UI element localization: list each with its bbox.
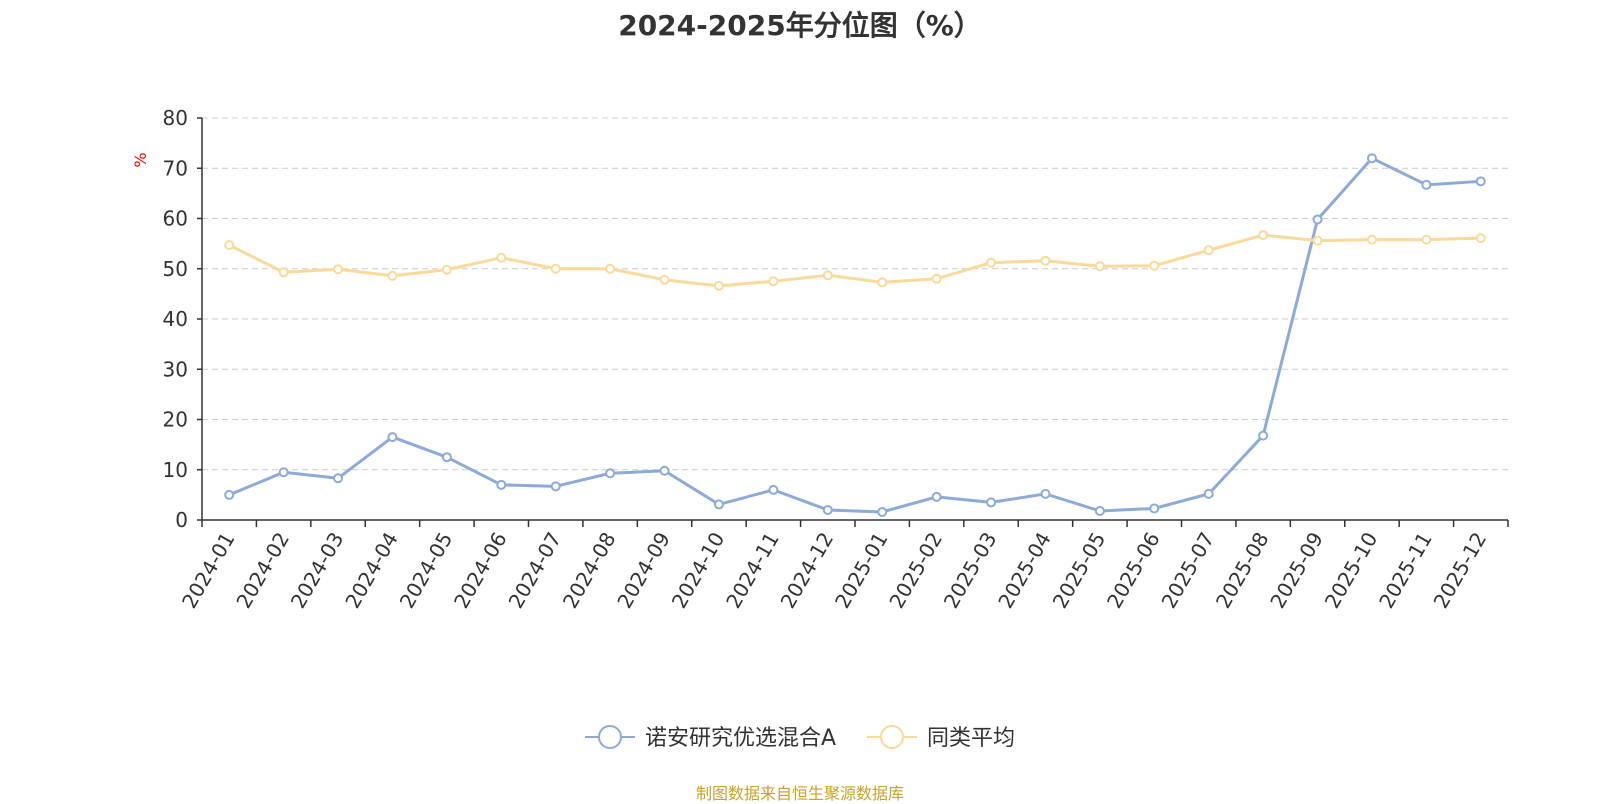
x-tick-label: 2024-05 — [395, 528, 458, 612]
y-tick-label: 30 — [163, 357, 188, 381]
y-axis-label: % — [131, 152, 150, 167]
data-point — [1149, 260, 1160, 271]
data-point — [1366, 153, 1377, 164]
data-point — [822, 270, 833, 281]
chart-title: 2024-2025年分位图（%） — [618, 9, 982, 42]
legend: 诺安研究优选混合A 同类平均 — [585, 725, 1015, 751]
data-point — [1094, 505, 1105, 516]
axes: 01020304050607080%2024-012024-022024-032… — [131, 106, 1509, 612]
x-tick-label: 2024-01 — [177, 528, 240, 612]
data-point — [1475, 176, 1486, 187]
data-point — [1258, 430, 1269, 441]
data-point — [496, 479, 507, 490]
data-point — [931, 273, 942, 284]
x-tick-label: 2024-09 — [612, 528, 675, 612]
series-line-1 — [228, 156, 1481, 514]
y-tick-label: 60 — [163, 207, 188, 231]
data-point — [224, 489, 235, 500]
x-tick-label: 2025-04 — [993, 528, 1056, 612]
data-point — [550, 481, 561, 492]
data-point — [278, 467, 289, 478]
data-point — [387, 270, 398, 281]
legend-item: 同类平均 — [867, 725, 1015, 751]
data-point — [877, 506, 888, 517]
legend-item: 诺安研究优选混合A — [585, 725, 836, 751]
y-tick-label: 0 — [175, 508, 188, 532]
data-point — [768, 484, 779, 495]
y-tick-label: 80 — [163, 106, 188, 130]
grid-lines — [202, 117, 1508, 471]
data-point — [550, 263, 561, 274]
data-point — [1258, 230, 1269, 241]
y-tick-label: 20 — [163, 408, 188, 432]
data-source-note: 制图数据来自恒生聚源数据库 — [695, 784, 904, 803]
data-point — [333, 264, 344, 275]
data-point — [441, 264, 452, 275]
data-point — [986, 497, 997, 508]
x-tick-label: 2024-11 — [721, 528, 784, 612]
data-point — [224, 240, 235, 251]
data-point — [877, 277, 888, 288]
legend-label: 同类平均 — [927, 726, 1015, 751]
data-point — [1040, 255, 1051, 266]
y-tick-label: 50 — [163, 257, 188, 281]
data-point — [605, 263, 616, 274]
x-tick-label: 2025-01 — [830, 528, 893, 612]
x-tick-label: 2024-07 — [504, 528, 567, 612]
x-tick-label: 2024-08 — [558, 528, 621, 612]
x-tick-label: 2024-04 — [340, 528, 403, 612]
data-point — [605, 468, 616, 479]
x-tick-label: 2024-03 — [286, 528, 349, 612]
data-point — [822, 504, 833, 515]
data-point — [1312, 235, 1323, 246]
data-point — [496, 252, 507, 263]
data-point — [278, 267, 289, 278]
x-tick-label: 2025-06 — [1102, 528, 1165, 612]
data-point — [659, 465, 670, 476]
legend-swatch-marker — [880, 725, 904, 749]
x-tick-label: 2025-05 — [1048, 528, 1111, 612]
x-tick-label: 2025-12 — [1429, 528, 1492, 612]
legend-swatch-marker — [598, 725, 622, 749]
x-tick-label: 2024-06 — [449, 528, 512, 612]
x-tick-label: 2025-10 — [1320, 528, 1383, 612]
data-point — [986, 257, 997, 268]
y-tick-label: 40 — [163, 307, 188, 331]
x-tick-label: 2025-07 — [1157, 528, 1220, 612]
x-tick-label: 2025-11 — [1374, 528, 1437, 612]
x-tick-label: 2025-08 — [1211, 528, 1274, 612]
data-point — [1312, 214, 1323, 225]
data-point — [713, 499, 724, 510]
data-point — [1040, 488, 1051, 499]
series-line-2 — [228, 233, 1481, 288]
x-tick-label: 2024-12 — [776, 528, 839, 612]
data-point — [659, 274, 670, 285]
x-tick-label: 2025-03 — [939, 528, 1002, 612]
data-point — [1421, 179, 1432, 190]
y-tick-label: 70 — [163, 156, 188, 180]
x-tick-label: 2025-09 — [1265, 528, 1328, 612]
data-point — [441, 452, 452, 463]
x-tick-label: 2024-10 — [667, 528, 730, 612]
data-point — [1421, 234, 1432, 245]
data-point — [1475, 233, 1486, 244]
data-point — [1094, 261, 1105, 272]
data-point — [1203, 488, 1214, 499]
data-point — [713, 280, 724, 291]
x-tick-label: 2024-02 — [231, 528, 294, 612]
data-point — [1366, 234, 1377, 245]
data-point — [931, 491, 942, 502]
data-point — [387, 432, 398, 443]
data-point — [768, 276, 779, 287]
legend-label: 诺安研究优选混合A — [645, 726, 836, 751]
data-point — [1203, 245, 1214, 256]
data-point — [333, 473, 344, 484]
data-point — [1149, 503, 1160, 514]
y-tick-label: 10 — [163, 458, 188, 482]
x-tick-label: 2025-02 — [884, 528, 947, 612]
series-lines — [224, 153, 1486, 517]
